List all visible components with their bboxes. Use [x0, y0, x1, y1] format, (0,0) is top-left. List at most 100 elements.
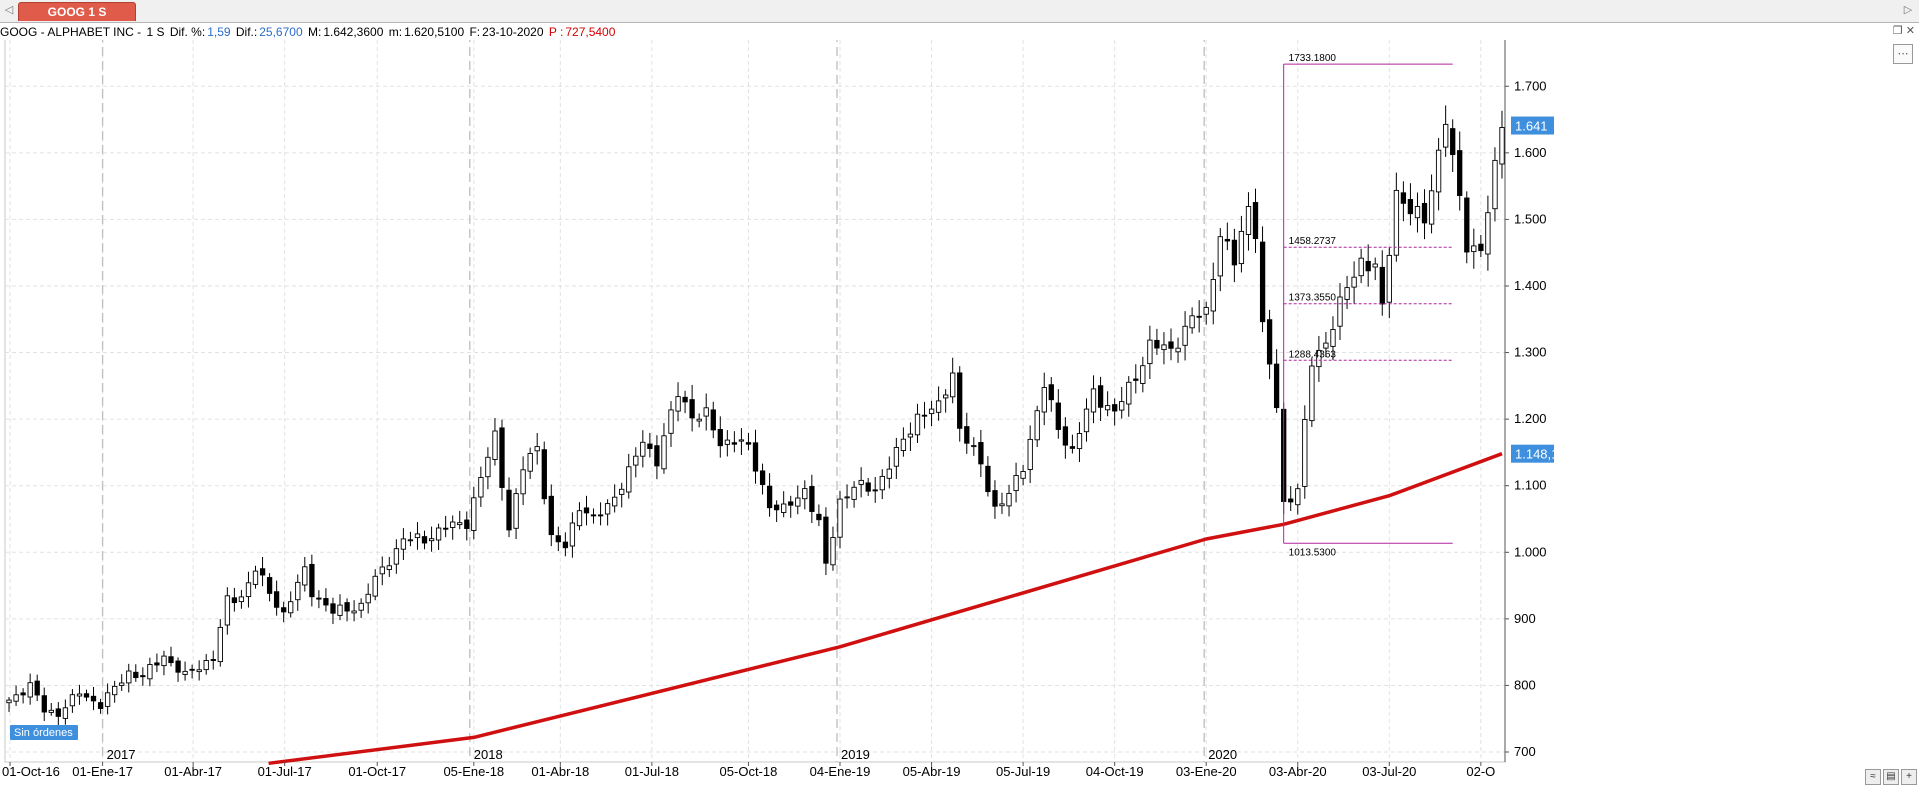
- candle: [724, 430, 731, 457]
- candle: [1443, 105, 1449, 157]
- candle-body: [971, 445, 977, 448]
- candle: [773, 500, 780, 523]
- zoom-icon[interactable]: ≈: [1865, 769, 1881, 785]
- close-icon[interactable]: ✕: [1905, 25, 1915, 37]
- y-tick-label: 1.700: [1514, 78, 1547, 93]
- candle-body: [830, 537, 836, 566]
- candle: [464, 511, 470, 541]
- candle: [1104, 391, 1111, 417]
- candle-body: [1196, 315, 1202, 318]
- tab-scroll-left-icon[interactable]: ◁: [4, 4, 14, 16]
- candle-body: [414, 533, 421, 539]
- candle-body: [1492, 159, 1498, 210]
- candle-body: [626, 466, 632, 493]
- candle: [485, 447, 491, 490]
- candle-body: [1414, 206, 1421, 219]
- tab-scroll-right-icon[interactable]: ▷: [1903, 4, 1913, 16]
- candle: [1450, 119, 1456, 172]
- candle-body: [295, 581, 301, 601]
- candle: [231, 587, 238, 612]
- candle-body: [1182, 325, 1188, 346]
- candle: [1379, 250, 1385, 316]
- y-tick-label: 1.200: [1514, 411, 1547, 426]
- candle: [189, 664, 195, 679]
- candle: [1273, 349, 1280, 413]
- candle-body: [1034, 410, 1040, 441]
- tab-goog-1s[interactable]: GOOG 1 S: [18, 2, 136, 21]
- candle: [1330, 316, 1336, 361]
- candle-body: [1316, 349, 1322, 368]
- candle: [365, 583, 371, 614]
- candle: [443, 515, 449, 538]
- min-label: m:: [388, 25, 403, 39]
- candle-body: [41, 695, 47, 713]
- candle: [583, 495, 590, 526]
- candle: [140, 667, 146, 686]
- candle-body: [1421, 202, 1428, 224]
- candle: [393, 539, 400, 574]
- candle: [379, 556, 385, 586]
- candle: [640, 430, 646, 468]
- candle-body: [34, 680, 40, 696]
- candle: [450, 515, 456, 540]
- candle-body: [281, 607, 287, 613]
- candle-body: [1175, 347, 1181, 353]
- candle: [626, 453, 632, 499]
- add-panel-icon[interactable]: +: [1901, 769, 1917, 785]
- candle-body: [731, 442, 738, 445]
- candle: [414, 522, 421, 550]
- candle-body: [1048, 384, 1054, 401]
- restore-icon[interactable]: ❐: [1892, 25, 1903, 37]
- candle-body: [20, 692, 26, 696]
- candle-body: [900, 438, 907, 451]
- candle-body: [1231, 239, 1238, 266]
- candle: [893, 437, 900, 479]
- candle-body: [914, 413, 921, 436]
- candle: [323, 588, 329, 612]
- x-tick-label: 03-Abr-20: [1269, 764, 1327, 779]
- candle-body: [351, 610, 357, 614]
- candle-body: [140, 675, 146, 678]
- candle: [309, 554, 315, 607]
- candle: [1478, 234, 1484, 257]
- p-value: 727,5400: [565, 25, 616, 39]
- x-tick-label: 04-Oct-19: [1086, 764, 1144, 779]
- candle: [534, 433, 540, 465]
- candle-body: [189, 668, 195, 671]
- candle: [76, 684, 83, 705]
- candle: [407, 531, 414, 547]
- price-chart[interactable]: 2017 2018 2019 2020 1733.1800 1458.2737 1373.…: [0, 40, 1919, 787]
- candle: [865, 477, 871, 496]
- candle-body: [1069, 446, 1076, 449]
- candle: [837, 490, 843, 549]
- candle: [154, 653, 160, 673]
- fib-level-label: 1733.1800: [1289, 53, 1337, 64]
- candle-body: [1266, 319, 1273, 365]
- candle-body: [62, 707, 69, 719]
- candle: [1393, 172, 1400, 262]
- y-tick-label: 1.000: [1514, 544, 1547, 559]
- candle-body: [1097, 385, 1104, 408]
- candle-body: [745, 442, 752, 445]
- layout-icon[interactable]: ▤: [1883, 769, 1899, 785]
- candle: [245, 571, 252, 608]
- dif-label: Dif.:: [235, 25, 258, 39]
- candle-body: [76, 693, 83, 697]
- candle-body: [865, 482, 871, 492]
- x-tick-label: 03-Ene-20: [1176, 764, 1237, 779]
- candle-body: [738, 439, 745, 442]
- x-tick-label: 01-Ene-17: [72, 764, 133, 779]
- candle-body: [288, 601, 294, 614]
- max-value: 1.642,3600: [323, 25, 384, 39]
- candle-body: [696, 418, 702, 422]
- candle: [1414, 192, 1421, 233]
- chart-options-icon[interactable]: ⋯: [1893, 44, 1913, 64]
- candle: [259, 556, 266, 587]
- candle-body: [1386, 254, 1392, 303]
- candle-body: [837, 498, 843, 538]
- candle-body: [788, 501, 794, 506]
- candle: [661, 423, 667, 474]
- candle: [428, 526, 435, 552]
- y-axis: 700 800 900 1.000 1.100 1.200 1.300 1.400 1.500 1…: [1504, 40, 1547, 762]
- candle-body: [168, 656, 174, 664]
